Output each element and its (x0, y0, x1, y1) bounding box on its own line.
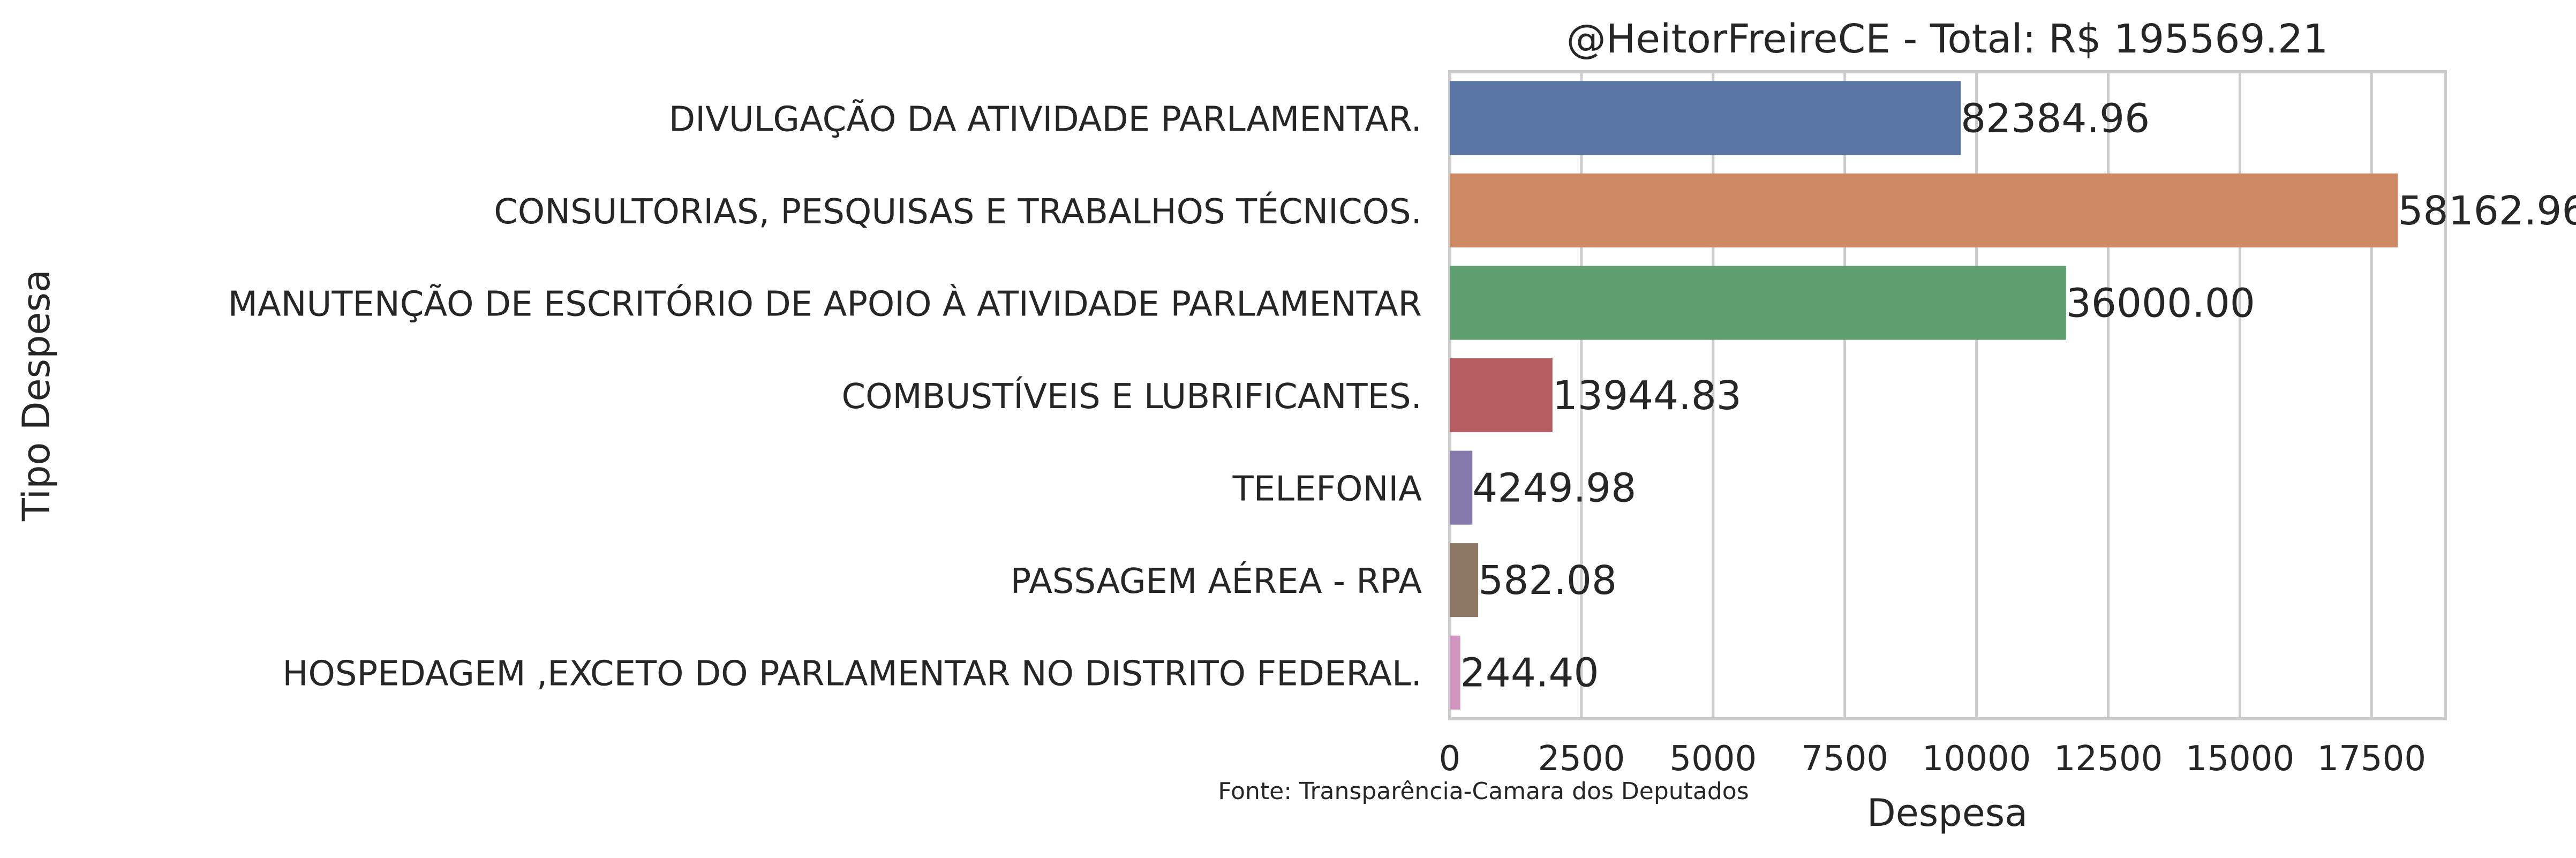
category-label: DIVULGAÇÃO DA ATIVIDADE PARLAMENTAR. (669, 99, 1422, 139)
x-tick-label: 2500 (1538, 739, 1625, 779)
category-label: COMBUSTÍVEIS E LUBRIFICANTES. (841, 376, 1422, 417)
bars (1450, 81, 2398, 710)
value-labels: 82384.96 58162.96 36000.00 13944.83 4249.98 5… (1460, 95, 2576, 696)
x-tick-label: 15000 (2186, 739, 2295, 779)
x-tick-label: 10000 (1922, 739, 2031, 779)
category-label: TELEFONIA (1232, 470, 1422, 509)
source-note: Fonte: Transparência-Camara dos Deputado… (1218, 778, 1749, 805)
x-tick-label: 5000 (1669, 739, 1757, 779)
category-label: PASSAGEM AÉREA - RPA (1011, 561, 1422, 601)
bar-value-label: 244.40 (1460, 650, 1599, 696)
bar (1450, 635, 1460, 710)
x-axis-label: Despesa (1867, 791, 2028, 835)
bar (1450, 266, 2066, 340)
bar-value-label: 4249.98 (1472, 465, 1636, 511)
category-label: CONSULTORIAS, PESQUISAS E TRABALHOS TÉCN… (494, 191, 1422, 232)
x-tick-label: 0 (1439, 739, 1461, 779)
bar (1450, 450, 1473, 525)
x-tick-label: 17500 (2317, 739, 2426, 779)
bar (1450, 173, 2398, 247)
bar (1450, 358, 1553, 433)
category-labels: DIVULGAÇÃO DA ATIVIDADE PARLAMENTAR. CONS… (228, 99, 1422, 694)
bar-value-label: 58162.96 (2398, 188, 2576, 234)
chart-title: @HeitorFreireCE - Total: R$ 195569.21 (1566, 16, 2328, 62)
category-label: MANUTENÇÃO DE ESCRITÓRIO DE APOIO À ATIV… (228, 283, 1422, 324)
x-tick-label: 12500 (2054, 739, 2163, 779)
bar-value-label: 13944.83 (1553, 373, 1742, 419)
x-tick-label: 7500 (1801, 739, 1888, 779)
bar-value-label: 36000.00 (2066, 280, 2255, 326)
bar-value-label: 582.08 (1478, 558, 1617, 604)
bar (1450, 543, 1479, 618)
category-label: HOSPEDAGEM ,EXCETO DO PARLAMENTAR NO DIS… (282, 654, 1422, 694)
y-axis-label: Tipo Despesa (14, 269, 58, 522)
x-tick-labels: 0 2500 5000 7500 10000 12500 15000 17500 (1439, 739, 2426, 779)
bar (1450, 81, 1961, 155)
bar-value-label: 82384.96 (1961, 95, 2150, 141)
